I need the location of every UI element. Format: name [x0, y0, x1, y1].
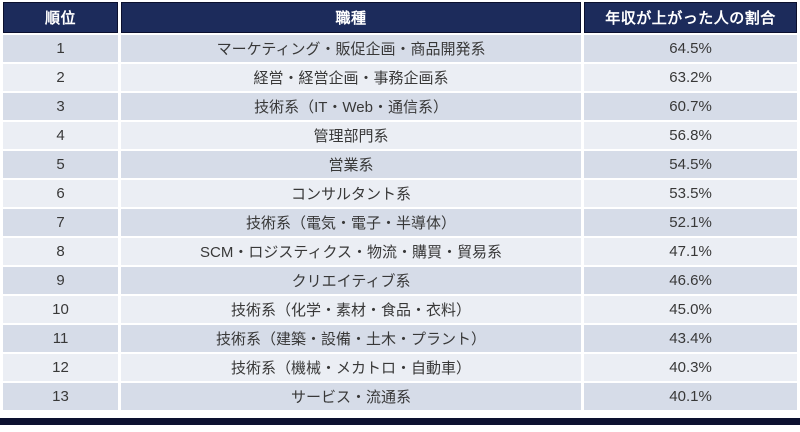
col-header-job: 職種 — [121, 2, 582, 33]
table-row: 2 経営・経営企画・事務企画系 63.2% — [3, 64, 797, 91]
rank-cell: 8 — [3, 238, 119, 265]
job-cell: 技術系（IT・Web・通信系） — [121, 93, 582, 120]
header-row: 順位 職種 年収が上がった人の割合 — [3, 2, 797, 33]
rate-cell: 53.5% — [584, 180, 797, 207]
rank-cell: 11 — [3, 325, 119, 352]
job-cell: サービス・流通系 — [121, 383, 582, 410]
rate-cell: 43.4% — [584, 325, 797, 352]
job-cell: 技術系（建築・設備・土木・プラント） — [121, 325, 582, 352]
job-cell: クリエイティブ系 — [121, 267, 582, 294]
job-cell: 技術系（化学・素材・食品・衣料） — [121, 296, 582, 323]
rate-cell: 63.2% — [584, 64, 797, 91]
rate-cell: 46.6% — [584, 267, 797, 294]
table-row: 4 管理部門系 56.8% — [3, 122, 797, 149]
job-cell: マーケティング・販促企画・商品開発系 — [121, 35, 582, 62]
col-header-rate: 年収が上がった人の割合 — [584, 2, 797, 33]
rank-cell: 5 — [3, 151, 119, 178]
rate-cell: 52.1% — [584, 209, 797, 236]
table-row: 7 技術系（電気・電子・半導体） 52.1% — [3, 209, 797, 236]
table-row: 1 マーケティング・販促企画・商品開発系 64.5% — [3, 35, 797, 62]
rate-cell: 47.1% — [584, 238, 797, 265]
table-row: 5 営業系 54.5% — [3, 151, 797, 178]
job-cell: 管理部門系 — [121, 122, 582, 149]
rank-cell: 9 — [3, 267, 119, 294]
ranking-table: 順位 職種 年収が上がった人の割合 1 マーケティング・販促企画・商品開発系 6… — [3, 2, 797, 410]
bottom-border-bar — [0, 418, 800, 425]
table-body: 1 マーケティング・販促企画・商品開発系 64.5% 2 経営・経営企画・事務企… — [3, 35, 797, 410]
job-cell: SCM・ロジスティクス・物流・購買・貿易系 — [121, 238, 582, 265]
table-row: 12 技術系（機械・メカトロ・自動車） 40.3% — [3, 354, 797, 381]
table-row: 13 サービス・流通系 40.1% — [3, 383, 797, 410]
job-cell: コンサルタント系 — [121, 180, 582, 207]
job-cell: 技術系（機械・メカトロ・自動車） — [121, 354, 582, 381]
rank-cell: 7 — [3, 209, 119, 236]
rank-cell: 6 — [3, 180, 119, 207]
table-row: 11 技術系（建築・設備・土木・プラント） 43.4% — [3, 325, 797, 352]
table-row: 6 コンサルタント系 53.5% — [3, 180, 797, 207]
rate-cell: 60.7% — [584, 93, 797, 120]
table-header: 順位 職種 年収が上がった人の割合 — [3, 2, 797, 33]
rank-cell: 13 — [3, 383, 119, 410]
job-cell: 技術系（電気・電子・半導体） — [121, 209, 582, 236]
rank-cell: 4 — [3, 122, 119, 149]
job-cell: 経営・経営企画・事務企画系 — [121, 64, 582, 91]
table-row: 10 技術系（化学・素材・食品・衣料） 45.0% — [3, 296, 797, 323]
rate-cell: 56.8% — [584, 122, 797, 149]
rate-cell: 54.5% — [584, 151, 797, 178]
rate-cell: 40.1% — [584, 383, 797, 410]
table-row: 3 技術系（IT・Web・通信系） 60.7% — [3, 93, 797, 120]
rank-cell: 12 — [3, 354, 119, 381]
job-cell: 営業系 — [121, 151, 582, 178]
rank-cell: 10 — [3, 296, 119, 323]
rate-cell: 40.3% — [584, 354, 797, 381]
rank-cell: 1 — [3, 35, 119, 62]
table-row: 9 クリエイティブ系 46.6% — [3, 267, 797, 294]
rate-cell: 45.0% — [584, 296, 797, 323]
rank-cell: 3 — [3, 93, 119, 120]
col-header-rank: 順位 — [3, 2, 119, 33]
rank-cell: 2 — [3, 64, 119, 91]
rate-cell: 64.5% — [584, 35, 797, 62]
table-row: 8 SCM・ロジスティクス・物流・購買・貿易系 47.1% — [3, 238, 797, 265]
